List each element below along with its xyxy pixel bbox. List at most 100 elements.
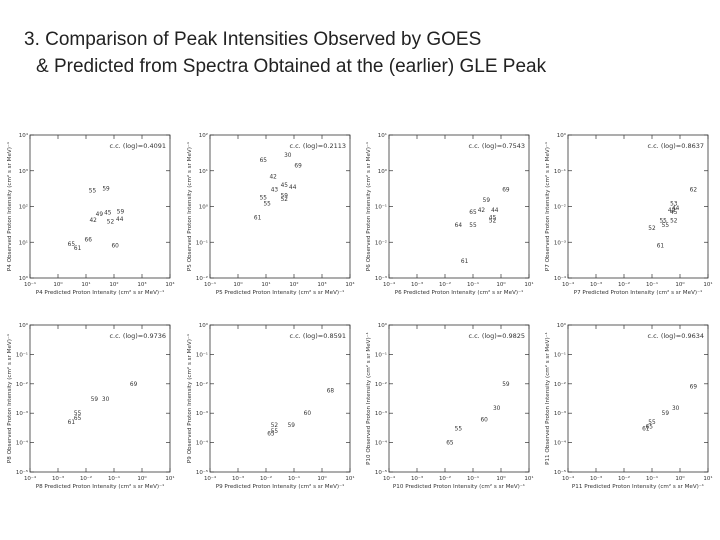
data-point-label: 59: [281, 194, 289, 200]
x-tick-label: 10⁰: [675, 281, 685, 288]
y-tick-label: 10²: [19, 204, 28, 211]
y-tick-label: 10⁻⁴: [554, 275, 567, 282]
correlation-annotation: c.c. (log)=0.9634: [647, 332, 704, 340]
panel-frame: [29, 324, 171, 473]
y-tick-label: 10⁻¹: [196, 351, 208, 358]
data-point-label: 59: [662, 411, 670, 417]
data-point-label: 60: [480, 418, 488, 424]
data-point-label: 52: [489, 219, 497, 225]
data-point-label: 42: [89, 218, 97, 224]
x-tick-label: 10⁻⁴: [562, 281, 575, 288]
data-point-label: 30: [284, 153, 292, 159]
data-point-label: 52: [648, 226, 656, 232]
x-tick-label: 10⁰: [317, 475, 327, 482]
y-tick-label: 10⁻²: [375, 239, 387, 246]
y-tick-label: 10⁰: [199, 204, 209, 211]
x-tick-label: 10⁰: [496, 475, 506, 482]
x-tick-label: 10³: [317, 281, 326, 288]
x-tick-label: 10⁻¹: [24, 281, 36, 288]
y-tick-label: 10⁰: [378, 322, 388, 329]
x-tick-label: 10⁰: [233, 281, 243, 288]
y-tick-label: 10³: [19, 168, 28, 175]
correlation-annotation: c.c. (log)=0.2113: [289, 142, 346, 150]
panel-frame: [388, 324, 530, 473]
y-tick-label: 10⁻⁵: [16, 469, 28, 476]
data-point-label: 61: [68, 420, 76, 426]
x-tick-label: 10⁻²: [260, 475, 272, 482]
scatter-panel-6: 10⁻⁴ 10⁻³ 10⁻² 10⁻¹ 10⁰ 10¹ 10⁰ 10⁻¹ 10⁻² 10⁻³ 10⁻…: [186, 322, 355, 490]
x-tick-label: 10⁻¹: [288, 475, 300, 482]
data-point-label: 69: [502, 187, 510, 193]
data-point-label: 55: [260, 195, 268, 201]
data-point-label: 59: [288, 423, 296, 429]
data-point-label: 55: [455, 427, 463, 433]
correlation-annotation: c.c. (log)=0.7543: [468, 142, 525, 150]
correlation-annotation: c.c. (log)=0.8591: [289, 332, 346, 340]
correlation-annotation: c.c. (log)=0.9736: [109, 332, 166, 340]
y-tick-label: 10⁻²: [196, 275, 208, 282]
y-tick-label: 10⁰: [378, 168, 388, 175]
correlation-annotation: c.c. (log)=0.8637: [647, 142, 704, 150]
slide-title: 3. Comparison of Peak Intensities Observ…: [24, 26, 704, 80]
y-tick-label: 10⁻²: [375, 381, 387, 388]
x-tick-label: 10¹: [345, 475, 354, 482]
scatter-panel-4: 10⁻⁴ 10⁻³ 10⁻² 10⁻¹ 10⁰ 10¹ 10⁰ 10⁻¹ 10⁻² 10⁻³ 10⁻…: [544, 132, 713, 296]
x-tick-label: 10¹: [524, 281, 533, 288]
x-axis-label: P9 Predicted Proton Intensity (cm² s sr …: [216, 483, 345, 490]
x-tick-label: 10⁻¹: [646, 281, 658, 288]
data-point-label: 65: [74, 416, 82, 422]
data-point-label: 49: [96, 212, 104, 218]
data-point-label: 69: [294, 164, 302, 170]
slide-title-line-1: 3. Comparison of Peak Intensities Observ…: [24, 29, 482, 50]
y-tick-label: 10⁰: [19, 275, 29, 282]
x-tick-label: 10⁻⁴: [562, 475, 575, 482]
y-tick-label: 10⁴: [19, 132, 29, 139]
data-point-label: 52: [107, 220, 115, 226]
data-point-label: 30: [672, 406, 680, 412]
x-tick-label: 10²: [109, 281, 118, 288]
slide-title-line-2: & Predicted from Spectra Obtained at the…: [36, 56, 547, 77]
data-point-label: 61: [254, 215, 262, 221]
y-tick-label: 10⁻²: [196, 381, 208, 388]
x-tick-label: 10⁴: [345, 281, 355, 288]
panel-frame: [209, 134, 351, 279]
y-tick-label: 10⁻¹: [196, 239, 208, 246]
data-point-label: 61: [74, 246, 82, 252]
y-axis-label: P11 Observed Proton Intensity (cm² s sr …: [544, 332, 551, 465]
data-point-label: 53: [670, 202, 678, 208]
y-tick-label: 10¹: [19, 239, 28, 246]
x-tick-label: 10¹: [524, 475, 533, 482]
data-point-label: 59: [483, 198, 491, 204]
data-point-label: 61: [642, 427, 650, 433]
x-tick-label: 10⁰: [53, 281, 63, 288]
data-point-label: 43: [271, 187, 279, 193]
data-point-label: 65: [260, 158, 268, 164]
x-tick-label: 10⁻³: [411, 281, 423, 288]
data-point-label: 55: [648, 420, 656, 426]
panel-frame: [388, 134, 530, 279]
x-axis-label: P4 Predicted Proton Intensity (cm² s sr …: [36, 289, 165, 296]
data-point-label: 55: [469, 223, 477, 229]
data-point-label: 60: [304, 411, 312, 417]
x-axis-label: P11 Predicted Proton Intensity (cm² s sr…: [572, 483, 704, 490]
x-tick-label: 10⁻¹: [467, 475, 479, 482]
data-point-label: 60: [111, 244, 119, 250]
panel-frame: [567, 134, 709, 279]
x-tick-label: 10⁻³: [411, 475, 423, 482]
y-tick-label: 10⁻³: [16, 410, 28, 417]
y-tick-label: 10⁻⁴: [16, 440, 29, 447]
x-tick-label: 10⁻¹: [204, 281, 216, 288]
data-point-label: 66: [85, 237, 93, 243]
data-point-label: 65: [267, 432, 275, 438]
scatter-panel-3: 10⁻⁴ 10⁻³ 10⁻² 10⁻¹ 10⁰ 10¹10¹10⁰10⁻¹10⁻²10⁻³…: [365, 132, 534, 296]
x-tick-label: 10⁻⁴: [383, 281, 396, 288]
x-tick-label: 10⁻²: [80, 475, 92, 482]
data-point-label: 44: [116, 217, 124, 223]
x-tick-label: 10⁴: [165, 281, 175, 288]
y-tick-label: 10¹: [378, 132, 387, 139]
x-axis-label: P5 Predicted Proton Intensity (cm² s sr …: [216, 289, 345, 296]
x-axis-label: P10 Predicted Proton Intensity (cm² s sr…: [393, 483, 525, 490]
data-point-label: 55: [659, 219, 667, 225]
x-tick-label: 10⁻²: [439, 475, 451, 482]
data-point-label: 65: [469, 210, 477, 216]
